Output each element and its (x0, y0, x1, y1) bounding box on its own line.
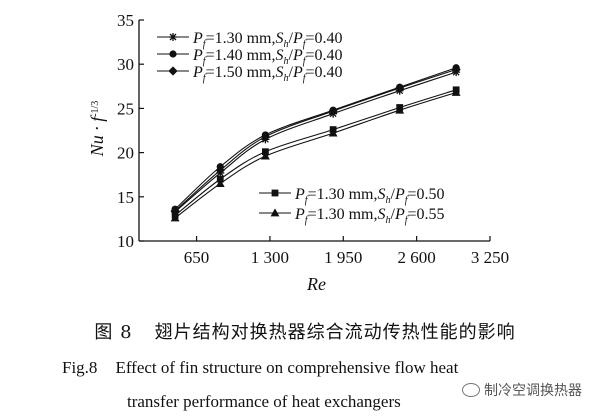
legend-item: Pf​=1.30 mm,Sh​/Pf​=0.40 (157, 30, 343, 50)
watermark-text: 制冷空调换热器 (484, 383, 582, 399)
data-point (170, 213, 180, 222)
caption-english-line2: transfer performance of heat exchangers (127, 392, 401, 411)
y-tick-label: 25 (117, 99, 134, 118)
caption-cn-text: 翅片结构对换热器综合流动传热性能的影响 (154, 322, 516, 343)
x-tick-label: 650 (184, 248, 210, 267)
y-tick-label: 30 (117, 55, 134, 74)
x-axis-label: Re (306, 274, 326, 294)
legend-marker (169, 50, 177, 58)
legend-item: Pf​=1.40 mm,Sh​/Pf​=0.40 (157, 47, 343, 67)
data-point (451, 87, 461, 96)
data-point (395, 83, 405, 93)
legend-marker (168, 66, 178, 76)
y-axis-label: Nu · f-1/3 (87, 101, 107, 158)
plot-area (170, 64, 461, 222)
legend-label: Pf​=1.50 mm,Sh​/Pf​=0.40 (192, 64, 343, 84)
legend-marker (270, 208, 280, 217)
legend-item: Pf​=1.30 mm,Sh​/Pf​=0.50 (259, 186, 445, 206)
data-point (395, 105, 405, 114)
wechat-icon (462, 383, 480, 397)
data-point (451, 64, 461, 75)
axes: 10 15 20 25 30 35 650 1 300 1 950 2 600 3 250 Re Nu … (87, 11, 509, 294)
y-tick-label: 10 (117, 232, 134, 251)
data-point (215, 165, 225, 175)
y-tick-label: 15 (117, 188, 134, 207)
data-point (328, 106, 338, 116)
legend-label: Pf​=1.40 mm,Sh​/Pf​=0.40 (192, 47, 343, 67)
data-point (260, 132, 271, 142)
y-tick-label: 20 (117, 144, 134, 163)
caption-cn-number: 图 8 (94, 322, 133, 343)
caption-en-number: Fig.8 (62, 358, 98, 377)
x-tick-label: 3 250 (471, 248, 509, 267)
legend-label: Pf​=1.30 mm,Sh​/Pf​=0.40 (192, 30, 343, 50)
x-tick-label: 1 950 (324, 248, 362, 267)
data-point (261, 151, 270, 160)
legend-label: Pf​=1.30 mm,Sh​/Pf​=0.55 (294, 206, 445, 226)
legend-item: Pf​=1.50 mm,Sh​/Pf​=0.40 (157, 64, 343, 84)
legend-label: Pf​=1.30 mm,Sh​/Pf​=0.50 (294, 186, 445, 206)
data-point (328, 128, 338, 137)
data-point (215, 178, 225, 187)
y-tick-label: 35 (117, 11, 134, 30)
legend-item: Pf​=1.30 mm,Sh​/Pf​=0.55 (259, 206, 445, 226)
watermark: 制冷空调换热器 (462, 380, 582, 400)
caption-chinese: 图 8 翅片结构对换热器综合流动传热性能的影响 (0, 318, 610, 344)
legend-marker (169, 33, 177, 41)
x-tick-label: 1 300 (251, 248, 289, 267)
caption-english-line1: Fig.8 Effect of fin structure on comprehe… (62, 358, 458, 378)
series-triangle (170, 87, 461, 222)
x-tick-label: 2 600 (398, 248, 436, 267)
legend-marker (271, 189, 279, 197)
caption-en-text-1: Effect of fin structure on comprehensive… (115, 358, 459, 377)
series-diamond (170, 64, 461, 216)
